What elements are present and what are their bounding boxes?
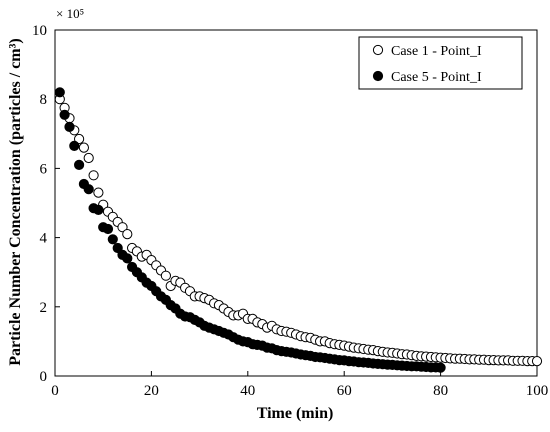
data-point bbox=[122, 229, 133, 240]
data-point bbox=[54, 87, 65, 98]
series-2 bbox=[54, 87, 446, 373]
x-tick-label: 40 bbox=[240, 383, 255, 399]
data-point bbox=[64, 121, 75, 133]
data-point bbox=[78, 142, 90, 153]
y-tick-labels: 0 2 4 6 8 10 bbox=[32, 23, 48, 385]
y-tick-label: 8 bbox=[40, 92, 48, 108]
data-point bbox=[531, 356, 543, 367]
x-tick-label: 0 bbox=[51, 383, 59, 399]
y-tick-label: 4 bbox=[40, 231, 48, 247]
y-tick-label: 6 bbox=[40, 161, 48, 177]
data-point bbox=[435, 362, 446, 373]
data-point bbox=[93, 187, 104, 198]
x-tick-label: 60 bbox=[337, 383, 352, 399]
legend-marker bbox=[372, 44, 384, 56]
data-point bbox=[122, 253, 133, 264]
x-axis-title: Time (min) bbox=[257, 405, 334, 422]
y-tick-label: 2 bbox=[40, 300, 48, 316]
y-tick-label: 10 bbox=[32, 23, 47, 39]
data-point bbox=[83, 184, 94, 195]
series-1 bbox=[54, 94, 543, 367]
x-tick-label: 80 bbox=[433, 383, 448, 399]
legend-label: Case 5 - Point_I bbox=[391, 70, 482, 85]
plot-area-border bbox=[54, 29, 538, 377]
data-point bbox=[69, 140, 80, 151]
data-series bbox=[54, 87, 543, 373]
legend: Case 1 - Point_I Case 5 - Point_I bbox=[358, 36, 523, 90]
data-point bbox=[88, 170, 99, 181]
data-point bbox=[112, 242, 123, 254]
data-point bbox=[74, 159, 85, 170]
legend-label: Case 1 - Point_I bbox=[391, 44, 482, 59]
data-point bbox=[107, 234, 118, 245]
y-axis-multiplier: × 10⁵ bbox=[56, 6, 84, 21]
data-point bbox=[102, 223, 114, 235]
data-point bbox=[160, 270, 171, 281]
x-tick-label: 20 bbox=[144, 383, 159, 399]
data-point bbox=[59, 109, 70, 120]
plot-frame bbox=[54, 29, 538, 377]
x-tick-labels: 0 20 40 60 80 100 bbox=[51, 383, 548, 399]
data-point bbox=[93, 204, 104, 215]
x-tick-label: 100 bbox=[526, 383, 549, 399]
legend-marker bbox=[372, 70, 384, 82]
y-tick-label: 0 bbox=[40, 369, 48, 385]
data-point bbox=[74, 133, 85, 145]
legend-box bbox=[358, 36, 523, 90]
axis-ticks bbox=[54, 29, 538, 377]
data-point bbox=[83, 152, 94, 164]
data-point bbox=[117, 222, 128, 233]
y-axis-title: Particle Number Concentration (particles… bbox=[7, 38, 24, 366]
